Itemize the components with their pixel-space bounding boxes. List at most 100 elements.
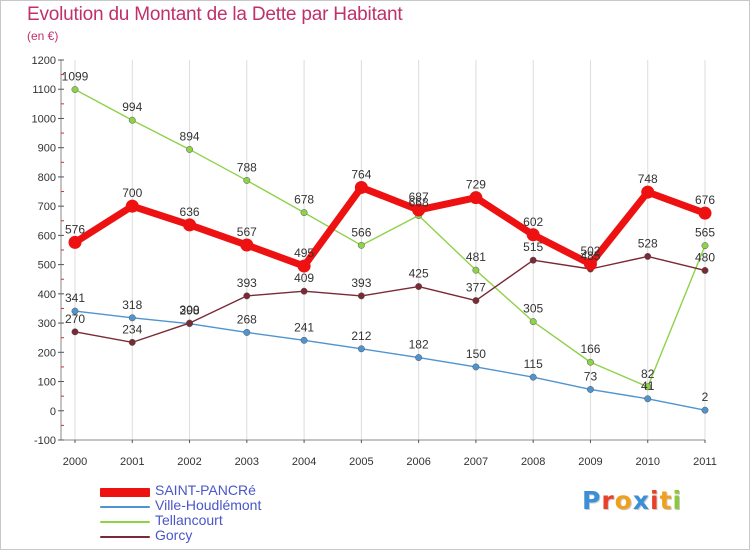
data-point (415, 354, 423, 362)
x-tick-label: 2010 (635, 456, 659, 468)
data-point (357, 292, 365, 300)
data-label: 409 (294, 271, 314, 285)
data-label: 480 (695, 250, 715, 264)
legend-item: Ville-Houdlémont (100, 497, 360, 514)
series-0 (68, 180, 712, 273)
data-point (529, 318, 537, 326)
data-point (587, 358, 594, 366)
legend-item: SAINT-PANCRé (100, 482, 360, 499)
x-tick-label: 2011 (693, 456, 717, 468)
y-tick-label: 0 (50, 406, 56, 418)
y-tick-label: 800 (38, 172, 56, 184)
data-label: 788 (237, 160, 257, 174)
data-label: 305 (523, 302, 543, 316)
series-1 (71, 307, 709, 414)
data-point (357, 241, 365, 249)
data-point (128, 338, 136, 346)
data-point (698, 206, 712, 220)
x-tick-label: 2007 (464, 456, 488, 468)
data-label: 495 (294, 246, 314, 260)
data-point (243, 176, 251, 184)
data-point (71, 86, 79, 93)
series-line (74, 88, 706, 388)
x-tick-label: 2009 (578, 456, 602, 468)
data-point (186, 319, 193, 327)
data-label: 668 (409, 196, 429, 210)
x-tick-label: 2000 (63, 456, 87, 468)
data-label: 41 (641, 379, 655, 393)
data-label: 1099 (62, 70, 89, 84)
data-point (701, 406, 709, 414)
y-tick-label: 900 (38, 143, 56, 155)
data-label: 894 (180, 129, 200, 143)
data-label: 182 (409, 338, 429, 352)
data-point (300, 287, 308, 295)
proxiti-logo: Proxiti (582, 486, 683, 515)
x-tick-label: 2002 (177, 456, 201, 468)
data-point (472, 363, 480, 371)
data-label: 602 (523, 215, 543, 229)
data-label: 270 (65, 312, 85, 326)
series-2 (71, 86, 709, 391)
data-label: 234 (122, 322, 142, 336)
data-point (297, 259, 311, 273)
data-point (469, 191, 483, 205)
data-point (529, 373, 537, 381)
data-label: 241 (294, 320, 314, 334)
data-label: 678 (294, 193, 314, 207)
data-label: 565 (695, 226, 715, 240)
data-label: 567 (237, 225, 257, 239)
y-tick-label: 600 (38, 230, 56, 242)
data-point (71, 307, 79, 315)
legend-label: Gorcy (155, 527, 193, 543)
y-tick-label: 1100 (32, 84, 56, 96)
data-label: 2 (702, 390, 709, 404)
data-point (701, 242, 709, 250)
data-label: 393 (351, 276, 371, 290)
data-label: 166 (580, 342, 600, 356)
data-label: 748 (638, 172, 658, 186)
data-point (357, 345, 365, 353)
chart-title: Evolution du Montant de la Dette par Hab… (27, 4, 403, 25)
data-label: 73 (584, 369, 598, 383)
data-label: 377 (466, 281, 486, 295)
legend: SAINT-PANCRé Ville-Houdlémont Tellancourt G… (100, 482, 360, 544)
series-line (74, 255, 706, 344)
data-point (472, 297, 480, 305)
data-label: 481 (466, 250, 486, 264)
y-tick-label: 1200 (32, 55, 56, 67)
legend-item: Gorcy (100, 527, 360, 544)
data-label: 150 (466, 347, 486, 361)
data-label: 515 (523, 240, 543, 254)
series-line (74, 310, 706, 411)
data-point (583, 257, 597, 271)
legend-swatch (100, 488, 150, 497)
data-point (300, 336, 308, 344)
data-label: 528 (638, 236, 658, 250)
data-point (183, 218, 197, 232)
legend-label: Ville-Houdlémont (155, 497, 262, 513)
data-label: 393 (237, 276, 257, 290)
series-line (73, 183, 707, 270)
x-tick-label: 2004 (292, 456, 316, 468)
data-label: 566 (351, 225, 371, 239)
data-label: 687 (409, 190, 429, 204)
y-tick-label: 700 (38, 201, 56, 213)
data-label: 298 (180, 304, 200, 318)
data-label: 300 (180, 303, 200, 317)
data-label: 82 (641, 367, 655, 381)
data-label: 268 (237, 312, 257, 326)
data-point (529, 256, 537, 264)
data-point (243, 292, 251, 300)
y-tick-label: 200 (38, 347, 56, 359)
data-label: 502 (580, 244, 600, 258)
data-label: 341 (65, 291, 85, 305)
data-point (644, 395, 652, 403)
legend-swatch (100, 521, 150, 523)
data-label: 994 (122, 100, 142, 114)
data-point (644, 252, 652, 260)
x-tick-label: 2005 (349, 456, 373, 468)
legend-item: Tellancourt (100, 512, 360, 529)
